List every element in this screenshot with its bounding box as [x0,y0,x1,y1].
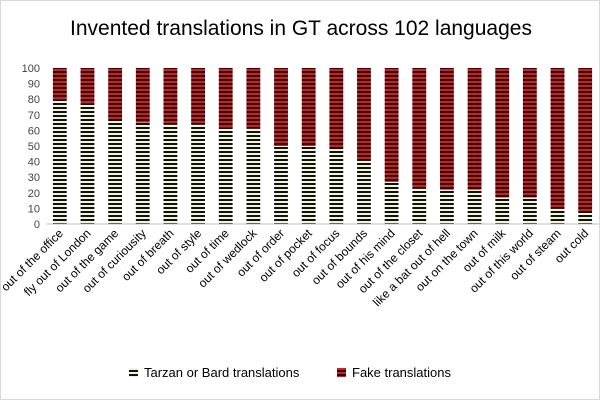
bar-tarzan-bard-11 [329,149,344,224]
bar-fake-3 [108,68,123,122]
legend-swatch-tarzan-bard [129,368,138,377]
y-tick-label: 40 [28,157,40,169]
bar-fake-19 [550,68,565,209]
bar-fake-13 [384,68,399,182]
bar-fake-7 [218,68,233,128]
bar-tarzan-bard-2 [80,103,95,224]
bar-tarzan-bard-6 [191,124,205,224]
bar-fake-4 [135,68,150,123]
bar-fake-12 [357,68,371,161]
bar-tarzan-bard-10 [301,146,316,224]
chart-title: Invented translations in GT across 102 l… [70,17,532,40]
bar-tarzan-bard-9 [274,146,288,224]
legend-swatch-fake [337,368,346,377]
bar-fake-8 [246,68,261,129]
bar-tarzan-bard-1 [52,99,67,224]
bar-tarzan-bard-14 [412,188,427,224]
y-axis: 0 10 20 30 40 50 60 70 80 90 100 [22,63,40,231]
y-tick-label: 100 [22,63,40,75]
y-tick-label: 0 [34,219,40,231]
y-tick-label: 30 [28,172,40,184]
bar-tarzan-bard-12 [357,160,371,224]
legend-item-fake: Fake translations [337,365,451,380]
y-tick-label: 80 [28,94,40,106]
bar-fake-2 [80,68,95,104]
bar-fake-18 [522,68,537,198]
y-tick-label: 70 [28,110,40,122]
bar-fake-6 [191,68,205,125]
bar-fake-10 [301,68,316,146]
bar-tarzan-bard-16 [467,189,482,224]
bar-fake-9 [274,68,288,146]
bar-tarzan-bard-15 [440,189,454,224]
bar-tarzan-bard-8 [246,128,261,224]
bar-fake-5 [163,68,178,125]
bar-fake-15 [440,68,454,190]
bar-tarzan-bard-3 [108,121,123,224]
y-tick-label: 90 [28,79,40,91]
bar-fake-17 [495,68,510,198]
bar-series-group [46,68,599,225]
bar-fake-20 [578,68,593,212]
bar-tarzan-bard-4 [135,122,150,224]
y-tick-label: 50 [28,141,40,153]
legend-label-fake: Fake translations [352,365,451,380]
bar-tarzan-bard-17 [495,197,510,224]
bar-fake-1 [52,68,67,100]
bar-tarzan-bard-20 [578,211,593,224]
bar-tarzan-bard-7 [218,127,233,224]
bar-fake-11 [329,68,344,150]
bar-tarzan-bard-18 [522,197,537,224]
bar-fake-14 [412,68,427,189]
y-tick-label: 20 [28,188,40,200]
y-tick-label: 10 [28,203,40,215]
legend-label-tarzan-bard: Tarzan or Bard translations [144,365,300,380]
bar-fake-16 [467,68,482,190]
bar-tarzan-bard-5 [163,124,178,224]
y-tick-label: 60 [28,125,40,137]
legend-item-tarzan-bard: Tarzan or Bard translations [129,365,299,380]
bar-tarzan-bard-19 [550,208,565,224]
bar-tarzan-bard-13 [384,181,399,224]
